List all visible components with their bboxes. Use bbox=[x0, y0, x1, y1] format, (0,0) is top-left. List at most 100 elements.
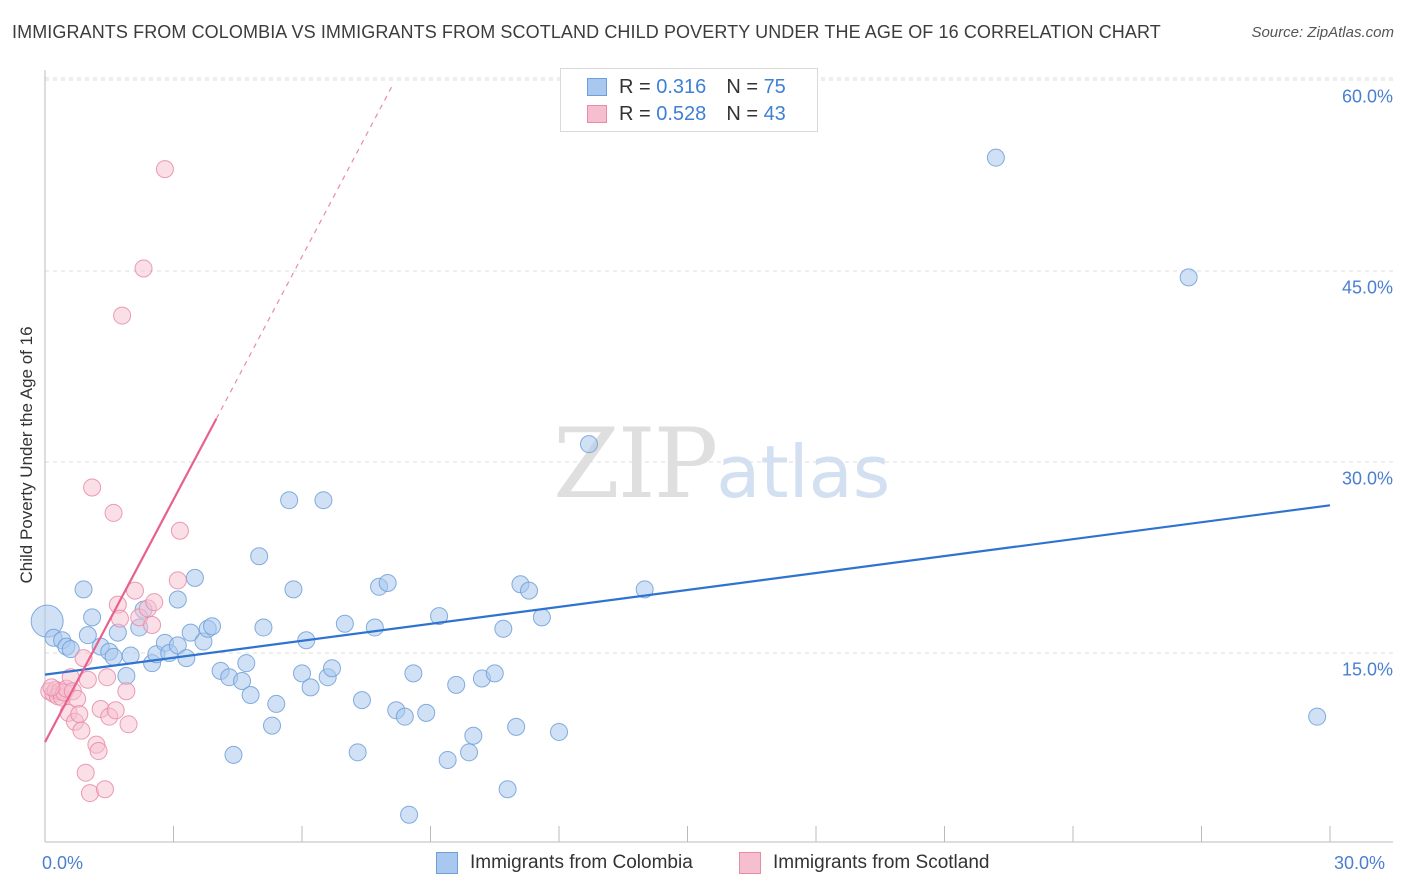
point-colombia bbox=[280, 491, 299, 510]
point-colombia bbox=[233, 672, 252, 691]
point-colombia bbox=[250, 547, 269, 566]
point-colombia bbox=[464, 726, 483, 745]
point-colombia bbox=[117, 666, 136, 685]
point-colombia bbox=[447, 675, 466, 694]
point-colombia bbox=[267, 694, 286, 713]
point-colombia bbox=[1179, 268, 1198, 287]
point-colombia bbox=[224, 745, 243, 764]
point-colombia bbox=[168, 636, 187, 655]
watermark-atlas: atlas bbox=[716, 430, 891, 514]
legend-n-label: N = bbox=[726, 102, 758, 125]
point-colombia bbox=[520, 581, 539, 600]
point-colombia bbox=[986, 148, 1005, 167]
point-colombia bbox=[83, 608, 102, 627]
source-label: Source: ZipAtlas.com bbox=[1251, 24, 1394, 41]
point-colombia bbox=[78, 626, 97, 645]
legend-r-value-scotland: 0.528 bbox=[656, 102, 707, 125]
trendline-colombia bbox=[44, 504, 1331, 676]
y-tick-label-60: 60.0% bbox=[1341, 86, 1393, 107]
point-colombia bbox=[430, 607, 449, 626]
point-colombia bbox=[263, 716, 282, 735]
point-colombia bbox=[494, 619, 513, 638]
point-colombia bbox=[74, 580, 93, 599]
point-scotland bbox=[168, 571, 187, 590]
point-scotland bbox=[70, 705, 89, 724]
watermark-zip: ZIP bbox=[553, 408, 718, 520]
point-scotland bbox=[106, 701, 125, 720]
point-scotland bbox=[72, 721, 91, 740]
point-scotland bbox=[95, 780, 114, 799]
point-scotland bbox=[78, 670, 97, 689]
point-colombia bbox=[365, 618, 384, 637]
point-colombia bbox=[241, 686, 260, 705]
point-colombia bbox=[395, 707, 414, 726]
point-colombia bbox=[314, 491, 333, 510]
bottom-legend-scotland: Immigrants from Scotland bbox=[739, 852, 989, 874]
point-scotland bbox=[134, 259, 153, 278]
point-colombia bbox=[438, 750, 457, 769]
point-colombia bbox=[400, 805, 419, 824]
point-scotland bbox=[104, 503, 123, 522]
point-scotland bbox=[83, 478, 102, 497]
point-colombia bbox=[254, 618, 273, 637]
point-colombia bbox=[322, 659, 341, 678]
point-colombia bbox=[1308, 707, 1327, 726]
chart-title: IMMIGRANTS FROM COLOMBIA VS IMMIGRANTS F… bbox=[12, 22, 1161, 42]
point-colombia bbox=[378, 573, 397, 592]
point-colombia bbox=[532, 608, 551, 627]
bottom-legend-label-colombia: Immigrants from Colombia bbox=[470, 852, 693, 873]
point-colombia bbox=[507, 717, 526, 736]
x-tick-label-min: 0.0% bbox=[42, 853, 84, 873]
point-scotland bbox=[145, 593, 164, 612]
legend-row-scotland: R = 0.528 N = 43 bbox=[587, 102, 786, 126]
y-tick-label-45: 45.0% bbox=[1341, 277, 1393, 298]
point-scotland bbox=[113, 306, 132, 325]
point-colombia bbox=[352, 691, 371, 710]
point-colombia bbox=[237, 654, 256, 673]
point-scotland bbox=[117, 682, 136, 701]
watermark-logo: ZIPatlas bbox=[553, 408, 890, 520]
point-colombia bbox=[181, 623, 200, 642]
point-scotland bbox=[119, 715, 138, 734]
point-colombia bbox=[417, 703, 436, 722]
point-colombia bbox=[335, 614, 354, 633]
trendline-scotland-extension bbox=[215, 86, 393, 419]
trendline-scotland bbox=[44, 418, 218, 743]
point-colombia bbox=[460, 743, 479, 762]
point-colombia bbox=[348, 743, 367, 762]
point-colombia bbox=[485, 664, 504, 683]
legend-n-label: N = bbox=[726, 75, 758, 98]
bottom-legend-swatch-colombia bbox=[436, 852, 458, 874]
legend-swatch-colombia bbox=[587, 78, 607, 96]
x-tick-label-max: 30.0% bbox=[1334, 853, 1386, 873]
point-colombia bbox=[185, 568, 204, 587]
point-scotland bbox=[170, 521, 189, 540]
y-tick-label-30: 30.0% bbox=[1341, 468, 1393, 489]
point-scotland bbox=[155, 160, 174, 179]
point-scotland bbox=[80, 784, 99, 803]
point-scotland bbox=[42, 678, 61, 697]
point-colombia bbox=[293, 664, 311, 683]
point-colombia bbox=[498, 780, 517, 799]
legend-n-value-colombia: 75 bbox=[763, 75, 786, 98]
point-colombia bbox=[301, 678, 320, 697]
point-colombia bbox=[550, 722, 568, 741]
point-colombia bbox=[177, 649, 196, 668]
legend-r-label: R = bbox=[619, 75, 651, 98]
y-tick-label-15: 15.0% bbox=[1341, 659, 1393, 680]
point-scotland bbox=[76, 763, 95, 782]
bottom-legend-colombia: Immigrants from Colombia bbox=[436, 852, 693, 874]
legend-r-label: R = bbox=[619, 102, 651, 125]
point-colombia bbox=[284, 580, 303, 599]
point-colombia bbox=[104, 647, 123, 666]
legend-n-value-scotland: 43 bbox=[763, 102, 786, 125]
point-colombia bbox=[404, 664, 423, 683]
y-axis-label: Child Poverty Under the Age of 16 bbox=[17, 326, 36, 584]
point-colombia bbox=[579, 435, 598, 454]
correlation-legend: R = 0.316 N = 75 R = 0.528 N = 43 bbox=[560, 68, 818, 132]
bottom-legend-label-scotland: Immigrants from Scotland bbox=[773, 852, 990, 873]
point-colombia bbox=[168, 590, 187, 609]
bottom-legend-swatch-scotland bbox=[739, 852, 761, 874]
point-colombia bbox=[203, 617, 222, 636]
